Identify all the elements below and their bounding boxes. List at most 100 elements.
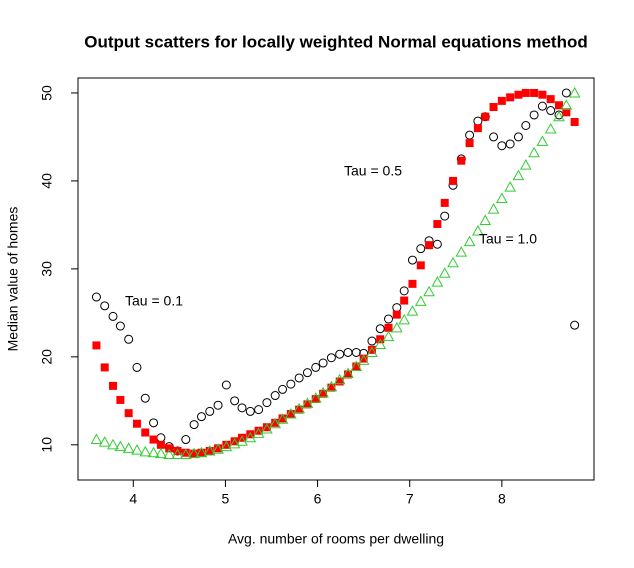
y-tick-label: 10	[39, 437, 55, 453]
point	[261, 422, 273, 434]
point	[107, 438, 119, 450]
point	[190, 449, 199, 458]
point	[390, 321, 403, 333]
point	[114, 440, 127, 452]
annotation: Tau = 1.0	[479, 231, 537, 247]
point	[384, 314, 394, 324]
point	[366, 346, 378, 357]
x-tick-label: 4	[129, 491, 137, 507]
point	[343, 370, 352, 379]
point	[122, 442, 135, 453]
point	[140, 393, 150, 403]
point	[465, 130, 475, 140]
point	[463, 235, 476, 247]
point	[513, 132, 523, 142]
point	[181, 435, 191, 445]
point	[318, 358, 328, 368]
y-tick-label: 40	[39, 173, 55, 189]
point	[407, 255, 417, 265]
point	[311, 395, 320, 404]
point	[327, 383, 336, 392]
point	[189, 420, 199, 430]
x-tick-label: 8	[498, 491, 506, 507]
point	[141, 428, 150, 437]
point	[155, 447, 167, 459]
point	[398, 313, 411, 325]
point	[472, 225, 484, 236]
point	[205, 446, 214, 455]
point	[109, 381, 118, 390]
x-axis-label: Avg. number of rooms per dwelling	[228, 531, 444, 547]
point	[432, 239, 442, 249]
point	[392, 303, 402, 313]
point	[489, 103, 498, 112]
point	[536, 135, 549, 146]
point	[487, 203, 500, 214]
point	[212, 443, 224, 454]
point	[537, 101, 547, 111]
point	[553, 110, 565, 122]
point	[440, 198, 449, 207]
point	[367, 336, 377, 346]
point	[335, 349, 345, 359]
point	[303, 400, 312, 409]
point	[302, 368, 312, 378]
point	[278, 384, 288, 394]
point	[319, 389, 328, 398]
point	[238, 433, 247, 442]
point	[561, 88, 571, 98]
point	[294, 373, 304, 383]
point	[406, 305, 419, 316]
point	[416, 261, 425, 270]
y-tick-label: 50	[39, 85, 55, 101]
point	[400, 296, 409, 305]
point	[278, 414, 287, 423]
point	[262, 423, 271, 432]
point	[512, 169, 525, 181]
y-tick-label: 20	[39, 349, 55, 365]
point	[455, 246, 468, 257]
point	[181, 448, 190, 457]
point	[367, 345, 376, 354]
point	[262, 398, 272, 408]
point	[91, 292, 101, 302]
point	[236, 435, 248, 446]
point	[149, 418, 159, 428]
point	[333, 373, 346, 385]
point	[214, 444, 223, 453]
point	[196, 412, 206, 422]
point	[246, 430, 255, 439]
point	[438, 267, 451, 278]
point	[309, 392, 322, 403]
point	[163, 448, 176, 459]
point	[293, 402, 305, 414]
point	[188, 447, 200, 459]
point	[254, 405, 264, 415]
point	[197, 448, 206, 457]
point	[544, 122, 557, 134]
point	[108, 311, 118, 321]
point	[423, 285, 435, 297]
point	[131, 444, 143, 455]
point	[375, 324, 385, 334]
point	[230, 396, 240, 406]
point	[100, 363, 109, 372]
point	[115, 321, 125, 331]
point	[433, 220, 442, 229]
point	[326, 353, 336, 363]
point	[521, 88, 530, 97]
point	[465, 139, 474, 148]
point	[530, 88, 539, 97]
point	[546, 106, 556, 116]
point	[213, 400, 223, 410]
point	[270, 391, 280, 401]
point	[301, 397, 314, 408]
point	[528, 146, 540, 158]
point	[473, 124, 482, 133]
point	[171, 448, 184, 459]
point	[473, 116, 483, 126]
point	[286, 410, 295, 419]
point	[519, 159, 532, 170]
point	[570, 320, 580, 330]
point	[449, 176, 458, 185]
